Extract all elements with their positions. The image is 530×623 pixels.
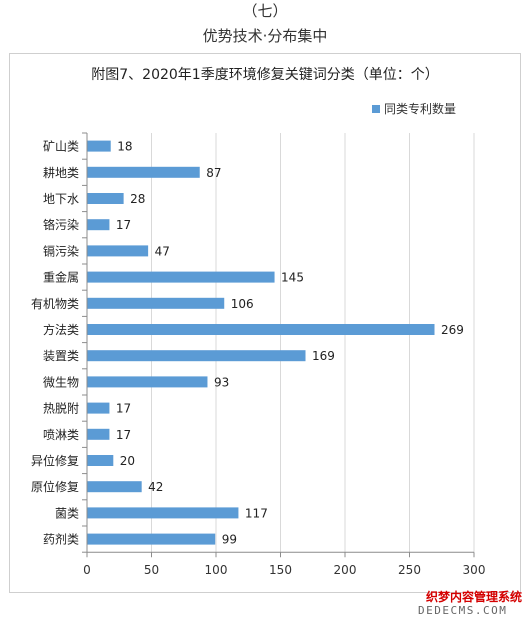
category-label: 原位修复 [31,479,79,494]
bar [87,271,275,283]
gridlines [82,132,475,558]
bar [87,402,110,414]
legend-swatch [372,105,380,113]
bars: 18 87 28 17 47 145 106 269 169 93 17 17 20 42 117 99 [87,140,464,547]
bar [87,507,239,519]
watermark-url: DEDECMS.COM [418,604,508,617]
bar [87,193,124,204]
category-label: 装置类 [43,349,79,363]
category-label: 方法类 [43,322,79,337]
data-label: 20 [120,454,135,468]
bar [87,533,216,545]
data-label: 17 [116,428,131,442]
legend-label: 同类专利数量 [384,101,456,116]
x-tick-label: 150 [269,563,292,577]
bar [87,140,111,152]
bar [87,219,110,231]
data-label: 117 [245,506,268,520]
category-label: 异位修复 [31,453,79,468]
data-label: 17 [116,218,131,232]
category-label: 微生物 [43,375,79,389]
x-tick-label: 250 [398,563,421,577]
data-label: 93 [214,375,229,389]
category-label: 重金属 [43,270,79,285]
bar [87,245,149,257]
data-label: 28 [130,192,145,206]
x-tick-label: 0 [83,563,91,577]
category-label: 药剂类 [43,532,79,547]
watermark-text: 织梦内容管理系统 [426,590,523,604]
category-label: 喷淋类 [43,428,79,442]
data-label: 47 [155,244,170,258]
category-labels: 矿山类耕地类地下水铬污染镉污染重金属有机物类方法类装置类微生物热脱附喷淋类异位修… [31,140,79,547]
data-label: 17 [116,402,131,416]
data-label: 99 [222,533,237,547]
category-label: 铬污染 [43,217,79,232]
bar [87,455,114,466]
x-tick-label: 300 [463,563,486,577]
section-title: 优势技术·分布集中 [202,27,328,45]
bar [87,297,225,309]
x-tick-label: 50 [144,563,159,577]
legend: 同类专利数量 [372,101,456,116]
category-label: 菌类 [55,506,79,520]
data-label: 87 [206,166,221,180]
data-label: 18 [117,140,132,154]
section-number: （七） [242,2,288,20]
category-label: 热脱附 [43,401,79,416]
bar [87,324,435,335]
category-label: 地下水 [43,192,79,206]
x-tick-label: 100 [205,563,228,577]
bar [87,166,200,178]
category-label: 矿山类 [43,140,79,154]
category-label: 有机物类 [31,297,79,311]
category-label: 镉污染 [43,243,79,258]
chart-title: 附图7、2020年1季度环境修复关键词分类（单位：个） [91,66,438,83]
bar [87,481,142,493]
x-tick-labels: 0 50 100 150 200 250 300 [83,563,485,577]
bar [87,350,306,362]
data-label: 42 [148,480,163,494]
data-label: 169 [312,349,335,363]
data-label: 106 [231,297,254,311]
data-label: 145 [281,271,304,285]
data-label: 269 [441,323,464,337]
x-tick-label: 200 [334,563,357,577]
bar [87,376,208,388]
category-label: 耕地类 [43,165,79,180]
bar [87,428,110,440]
